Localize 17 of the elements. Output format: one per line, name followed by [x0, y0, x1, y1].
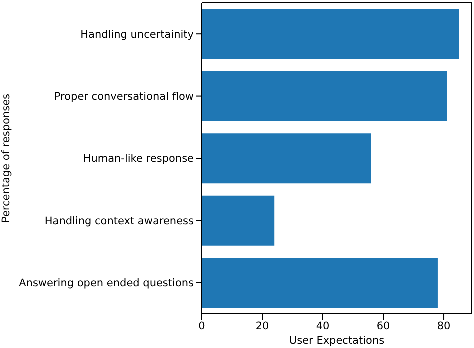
x-tick-label: 60 — [376, 320, 390, 332]
bar — [202, 71, 448, 122]
bar — [202, 134, 372, 184]
x-axis-title: User Expectations — [289, 335, 385, 347]
x-tick-label: 40 — [316, 320, 330, 332]
y-tick-label: Human-like response — [83, 153, 194, 166]
x-tick-label: 20 — [256, 320, 270, 332]
y-tick-label: Handling uncertainity — [80, 28, 194, 41]
y-tick-label: Handling context awareness — [44, 215, 194, 228]
bar — [202, 9, 460, 60]
x-tick-label: 0 — [198, 320, 206, 332]
bar — [202, 196, 275, 246]
y-tick-label: Answering open ended questions — [19, 278, 194, 290]
bar — [202, 258, 438, 308]
y-tick-label: Proper conversational flow — [54, 91, 194, 104]
y-axis-title: Percentage of responses — [0, 94, 13, 224]
x-tick-label: 80 — [437, 320, 451, 332]
